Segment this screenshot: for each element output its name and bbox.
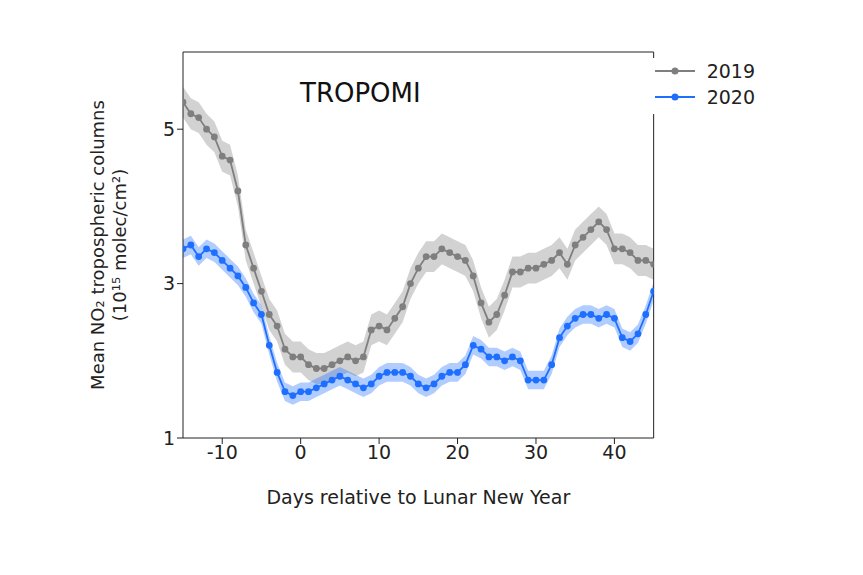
svg-text:10: 10 [367,441,391,463]
svg-text:0: 0 [295,441,307,463]
svg-text:1: 1 [163,427,175,449]
svg-text:Days relative to Lunar New Yea: Days relative to Lunar New Year [266,486,570,508]
svg-text:5: 5 [163,118,175,140]
svg-text:20: 20 [445,441,469,463]
svg-text:40: 40 [602,441,626,463]
svg-text:-10: -10 [207,441,238,463]
html-text:2019: 2019 [706,60,755,82]
html-text:TROPOMI: TROPOMI [300,78,421,108]
svg-text:Mean NO₂ tropospheric columns(: Mean NO₂ tropospheric columns(10¹⁵ molec… [87,100,130,390]
html-text:2020: 2020 [706,86,755,108]
svg-text:30: 30 [524,441,548,463]
svg-text:3: 3 [163,272,175,294]
